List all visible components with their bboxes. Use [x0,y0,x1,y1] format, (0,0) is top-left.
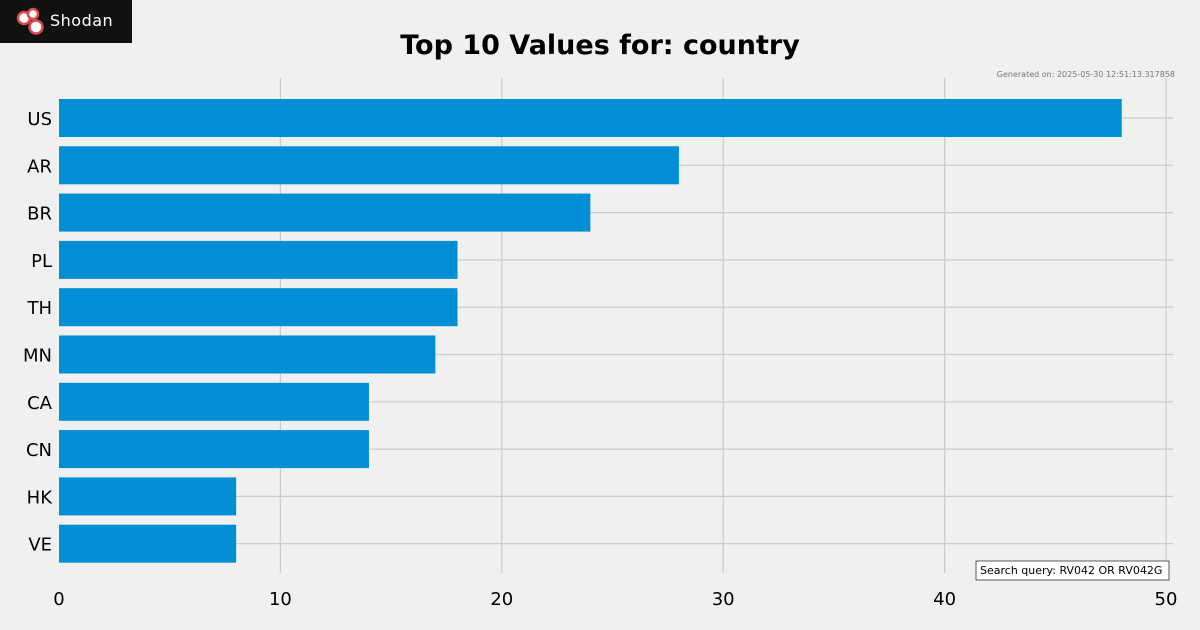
bar-us [59,99,1122,137]
y-tick-label-th: TH [26,298,52,319]
shodan-logo: Shodan [0,0,132,43]
x-tick-labels: 0 10 20 30 40 50 [53,589,1177,610]
bar-mn [59,335,436,374]
y-tick-label-ar: AR [27,156,52,177]
bar-pl [59,240,458,279]
x-tick-label: 30 [712,589,735,610]
y-tick-label-us: US [27,109,52,130]
x-tick-label: 50 [1155,589,1178,610]
bar-hk [59,477,237,516]
x-tick-label: 40 [933,589,956,610]
logo-wordmark: Shodan [50,11,114,30]
generated-timestamp: Generated on: 2025-05-30 12:51:13.317858 [997,70,1175,79]
bar-ve [59,524,237,563]
shodan-logo-icon [16,7,44,35]
y-tick-labels: US AR BR PL TH MN CA CN HK VE [23,109,53,556]
bar-br [59,193,591,232]
bar-cn [59,430,369,469]
y-tick-label-br: BR [27,204,52,225]
x-tick-label: 10 [269,589,292,610]
y-tick-label-cn: CN [26,440,52,461]
y-tick-label-mn: MN [23,346,52,367]
y-tick-label-ve: VE [28,535,52,556]
y-tick-label-pl: PL [31,251,52,272]
x-tick-label: 0 [53,589,64,610]
bars [59,99,1122,563]
search-query-text: Search query: RV042 OR RV042G [980,564,1162,577]
x-tick-label: 20 [490,589,513,610]
bar-ca [59,382,369,421]
chart-title: Top 10 Values for: country [400,30,800,61]
bar-ar [59,146,679,185]
y-tick-label-hk: HK [27,487,54,508]
search-query-box: Search query: RV042 OR RV042G [975,560,1170,581]
bar-th [59,288,458,327]
y-tick-label-ca: CA [27,393,53,414]
